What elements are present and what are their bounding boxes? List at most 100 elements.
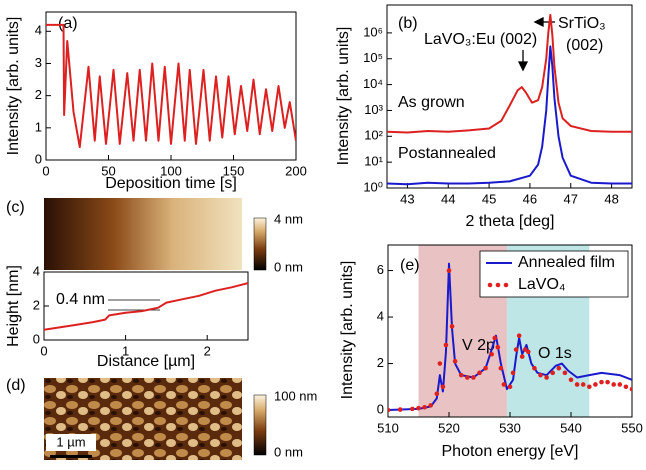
x-tick-label: 45 xyxy=(482,191,496,206)
colorbar xyxy=(253,217,267,271)
panel-label: (d) xyxy=(6,377,26,394)
data-point xyxy=(422,404,427,410)
arrowhead xyxy=(517,61,529,72)
data-point xyxy=(437,361,443,366)
colorbar-label: 0 nm xyxy=(274,444,303,459)
x-tick-label: 46 xyxy=(523,191,537,206)
data-point xyxy=(562,370,568,376)
data-point xyxy=(498,365,504,371)
y-tick-label: 1 xyxy=(35,119,42,134)
data-point xyxy=(443,342,449,348)
y-tick-label: 10⁴ xyxy=(363,76,383,91)
data-point xyxy=(593,382,598,387)
y-tick-label: 10⁰ xyxy=(363,179,383,194)
y-tick-label: 0 xyxy=(377,401,384,416)
data-line xyxy=(46,23,296,149)
data-point xyxy=(599,379,604,385)
data-point xyxy=(550,370,555,376)
y-tick-label: 2 xyxy=(35,87,42,102)
data-point xyxy=(483,365,488,371)
annotation: Postannealed xyxy=(398,145,496,162)
data-point xyxy=(495,344,501,350)
x-axis-label: Photon energy [eV] xyxy=(442,443,579,460)
data-point xyxy=(428,403,434,408)
data-point xyxy=(519,354,525,359)
annotation: As grown xyxy=(398,94,465,111)
data-point xyxy=(580,382,586,387)
x-tick-label: 48 xyxy=(604,191,618,206)
data-point xyxy=(617,382,623,387)
y-tick-label: 3 xyxy=(35,55,42,70)
y-tick-label: 10³ xyxy=(364,102,383,117)
arrowhead xyxy=(533,16,544,28)
data-point xyxy=(446,268,452,273)
y-axis-label: Intensity [arb. units] xyxy=(5,17,22,156)
data-point xyxy=(434,391,440,397)
scale-bar-label: 1 µm xyxy=(56,434,85,449)
data-line xyxy=(388,262,632,412)
y-tick-label: 10⁵ xyxy=(363,50,383,65)
x-tick-label: 50 xyxy=(101,163,115,178)
colorbar-label: 4 nm xyxy=(274,211,303,226)
data-point xyxy=(458,372,464,378)
data-point xyxy=(471,375,476,380)
legend-label: Annealed film xyxy=(518,254,615,271)
legend-marker xyxy=(503,282,509,288)
data-point xyxy=(587,384,592,390)
data-point xyxy=(416,405,421,411)
x-tick-label: 43 xyxy=(400,191,414,206)
y-tick-label: 4 xyxy=(35,23,42,38)
x-tick-label: 44 xyxy=(441,191,455,206)
annotation: 0.4 nm xyxy=(56,291,105,308)
y-tick-label: 6 xyxy=(377,262,384,277)
data-point xyxy=(513,347,519,352)
x-tick-label: 100 xyxy=(160,163,182,178)
y-axis-label: Height [nm] xyxy=(5,265,22,347)
data-point xyxy=(397,407,403,412)
data-point xyxy=(440,384,446,390)
data-point xyxy=(526,349,531,355)
x-tick-label: 530 xyxy=(499,420,521,435)
y-tick-label: 10¹ xyxy=(364,154,383,169)
y-axis-label: Intensity [arb. units] xyxy=(335,27,352,166)
y-tick-label: 4 xyxy=(33,263,40,278)
afm-image-c xyxy=(44,198,267,271)
data-point xyxy=(544,375,549,380)
x-tick-label: 0 xyxy=(40,343,47,358)
band-label: O 1s xyxy=(538,345,572,362)
data-line xyxy=(387,45,632,186)
data-point xyxy=(516,333,522,338)
annotation: SrTiO₃ xyxy=(558,15,606,32)
data-point xyxy=(449,324,455,329)
y-tick-label: 10⁶ xyxy=(363,24,383,39)
data-point xyxy=(388,407,391,413)
x-tick-label: 200 xyxy=(285,163,307,178)
legend-box xyxy=(479,250,629,298)
data-point xyxy=(492,335,498,341)
data-point xyxy=(501,382,507,387)
panel-label: (a) xyxy=(58,15,78,32)
data-point xyxy=(538,372,543,378)
scale-bar-bg xyxy=(46,434,96,451)
colorbar-label: 100 nm xyxy=(274,388,317,403)
x-tick-label: 550 xyxy=(621,420,643,435)
annotation: (002) xyxy=(566,37,603,54)
data-point xyxy=(532,365,537,371)
panel-label: (e) xyxy=(400,257,420,274)
data-point xyxy=(452,358,458,364)
x-axis-label: Deposition time [s] xyxy=(105,175,237,192)
y-tick-label: 10² xyxy=(364,128,383,143)
plot: V 2p O 1s 510 520 530 540 550 0 2 4 6 Photon energy… xyxy=(339,244,643,460)
plot: 0 50 100 150 200 0 1 2 3 4 Deposition time [s] Inte… xyxy=(5,11,307,192)
legend-marker xyxy=(487,282,493,288)
afm-image xyxy=(44,198,242,270)
data-point xyxy=(623,384,629,390)
band-label: V 2p xyxy=(462,337,495,354)
x-tick-label: 1 xyxy=(122,343,129,358)
x-axis-label: 2 theta [deg] xyxy=(466,213,555,230)
x-tick-label: 2 xyxy=(204,343,211,358)
y-tick-label: 0 xyxy=(33,331,40,346)
data-point xyxy=(510,370,516,376)
annotation: LaVO₃:Eu (002) xyxy=(424,31,537,48)
